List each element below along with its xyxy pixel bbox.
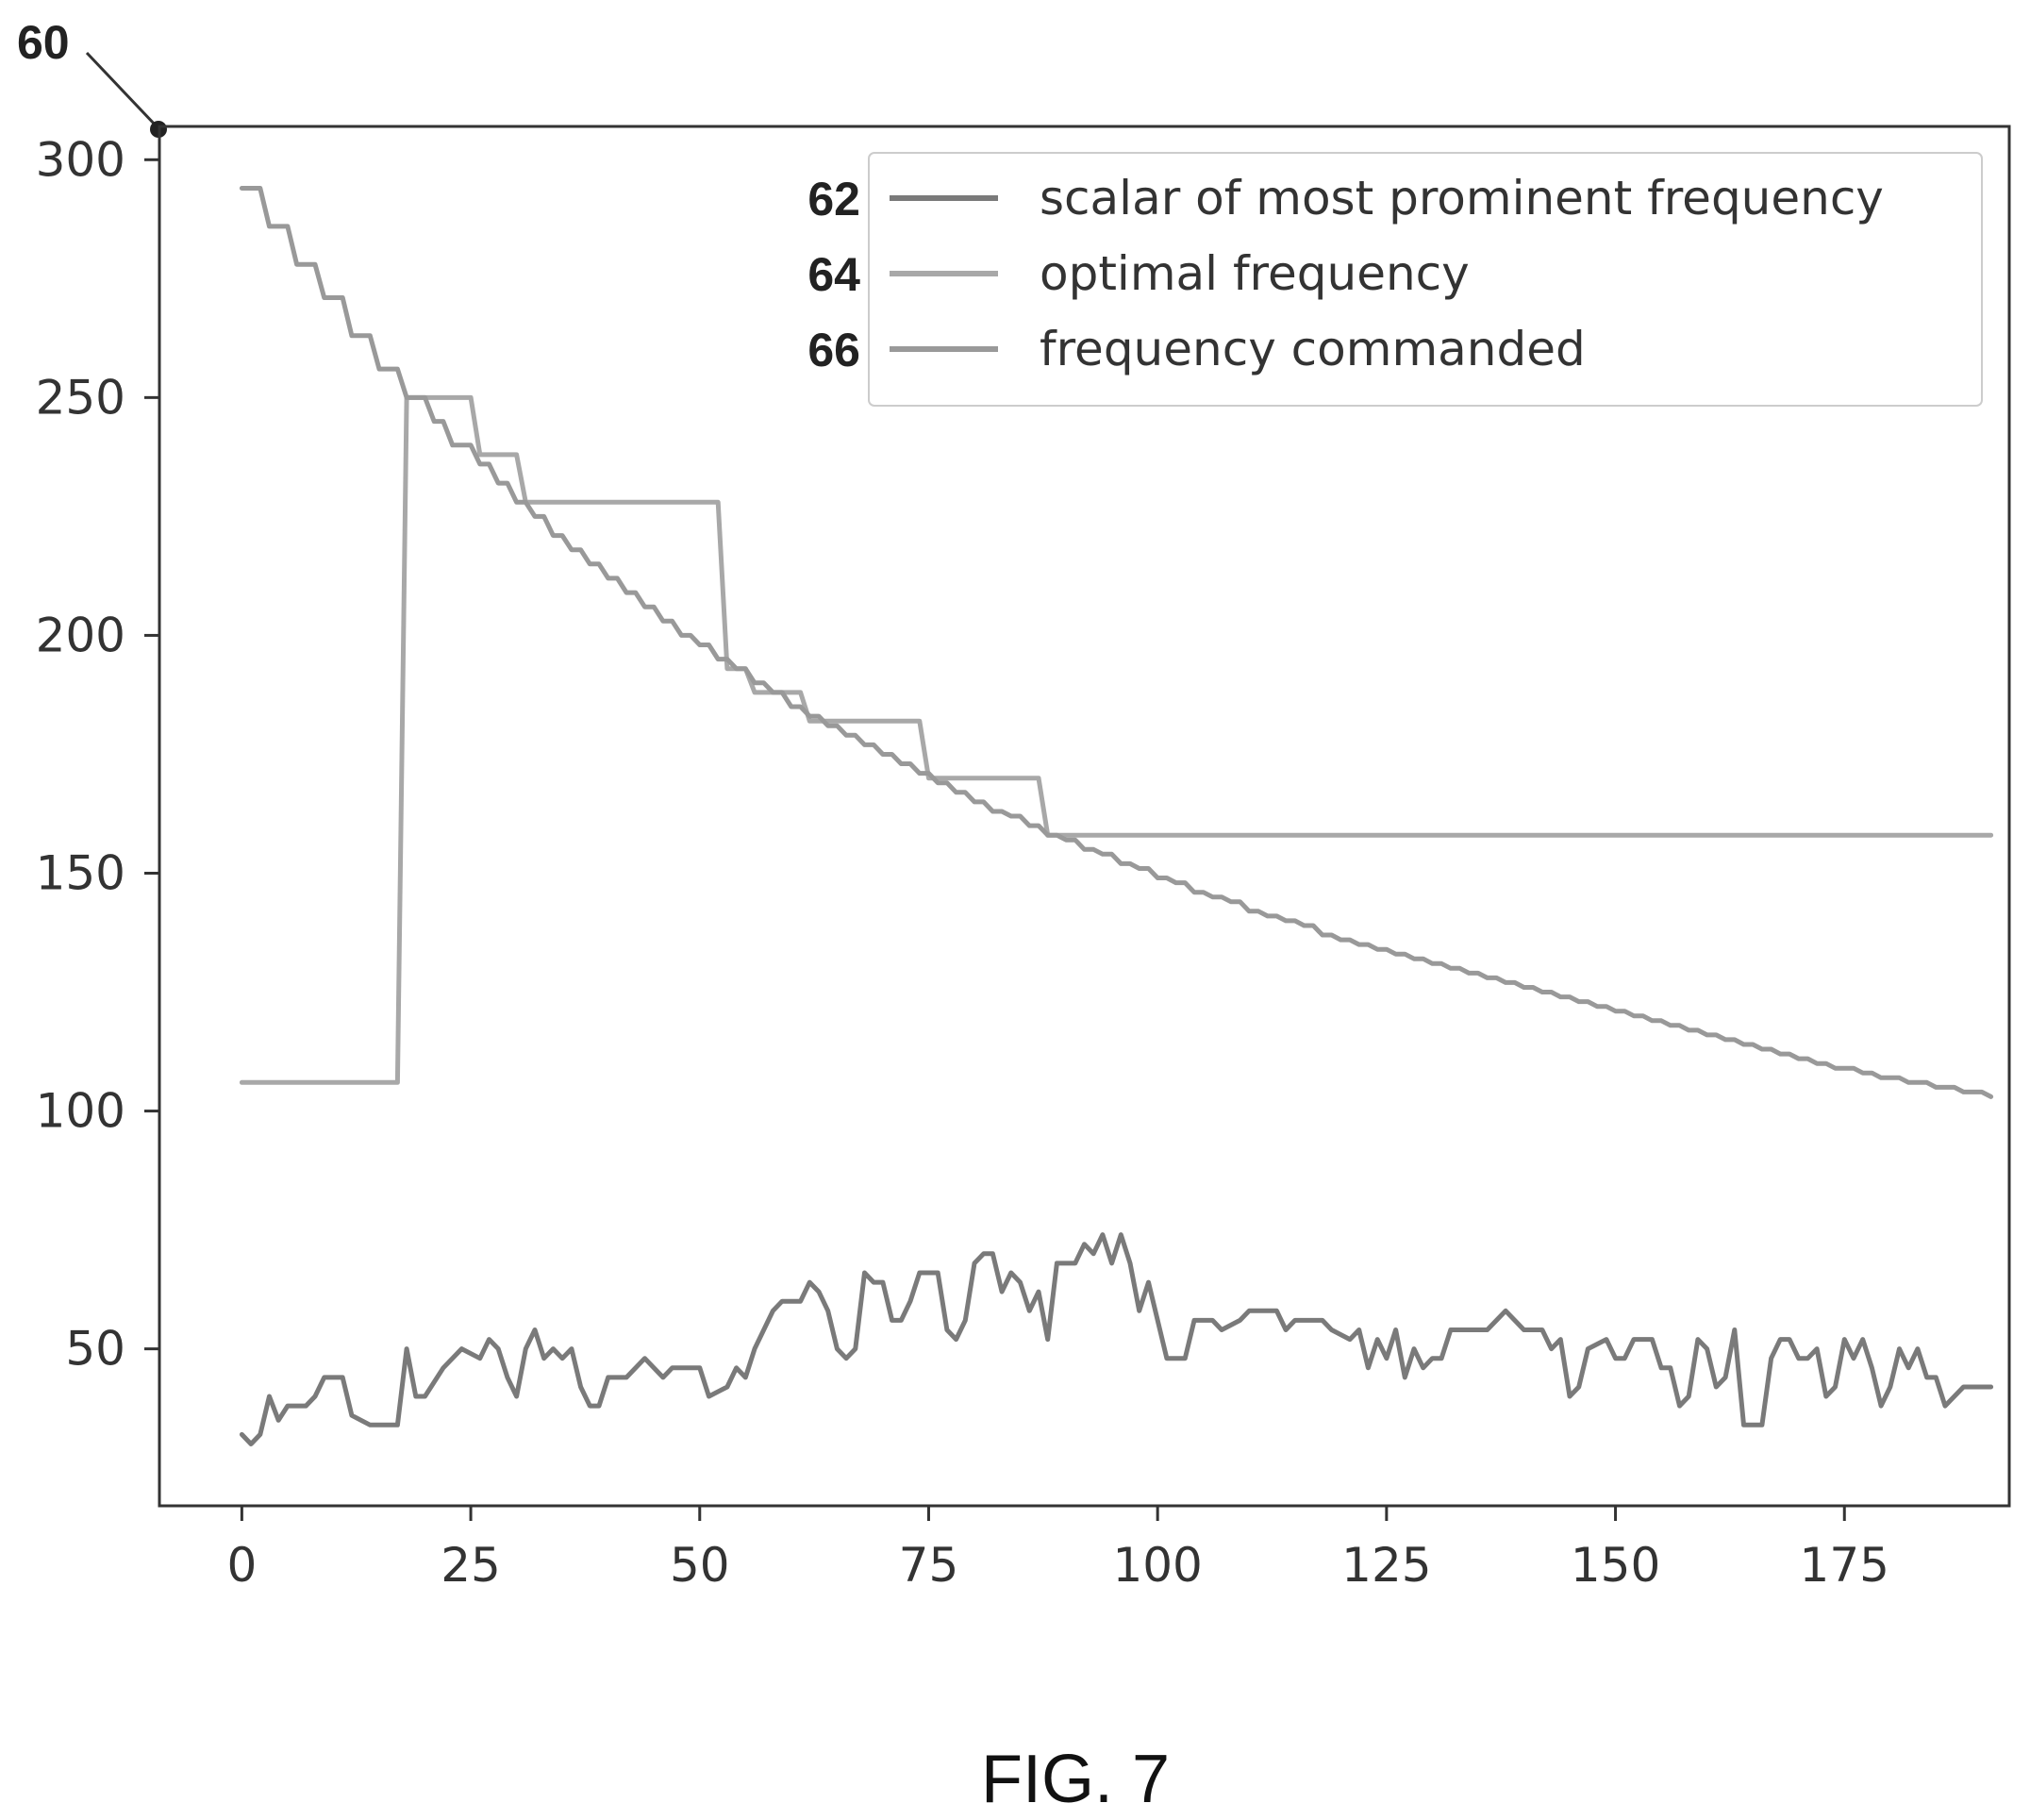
- figure-ref-leader: [85, 51, 158, 128]
- y-tick-label: 50: [65, 1322, 125, 1377]
- x-tick-label: 125: [1341, 1538, 1431, 1593]
- y-tick-label: 250: [36, 370, 125, 425]
- y-tick-label: 100: [36, 1084, 125, 1139]
- y-axis: 50 100 150 200 250 300: [36, 132, 159, 1377]
- x-axis: 0 25 50 75 100 125 150 175: [226, 1506, 1889, 1593]
- x-tick-label: 150: [1571, 1538, 1660, 1593]
- legend: 62 scalar of most prominent frequency 64 op…: [807, 152, 1983, 407]
- y-tick-label: 150: [36, 845, 125, 900]
- series-line-64: [239, 394, 1994, 1085]
- x-tick-label: 0: [226, 1538, 257, 1593]
- x-tick-label: 175: [1800, 1538, 1889, 1593]
- x-tick-label: 100: [1112, 1538, 1202, 1593]
- series-layer: [239, 186, 1994, 1446]
- legend-ref-62: 62: [807, 173, 860, 225]
- series-line-66: [239, 186, 1994, 1099]
- y-tick-label: 300: [36, 132, 125, 187]
- x-tick-label: 25: [441, 1538, 501, 1593]
- x-tick-label: 75: [899, 1538, 959, 1593]
- legend-ref-66: 66: [807, 324, 860, 376]
- x-tick-label: 50: [670, 1538, 730, 1593]
- figure-caption: FIG. 7: [981, 1742, 1170, 1817]
- legend-ref-64: 64: [807, 248, 860, 301]
- legend-label-66: frequency commanded: [1040, 322, 1586, 376]
- legend-label-64: optimal frequency: [1040, 246, 1470, 301]
- series-line-62: [239, 1232, 1994, 1446]
- y-tick-label: 200: [36, 608, 125, 662]
- figure-ref-label: 60: [17, 16, 70, 69]
- plot-area: [158, 125, 2011, 1508]
- legend-entries: 62 scalar of most prominent frequency 64 op…: [807, 171, 1884, 376]
- legend-box: [868, 152, 1983, 407]
- legend-label-62: scalar of most prominent frequency: [1040, 171, 1884, 225]
